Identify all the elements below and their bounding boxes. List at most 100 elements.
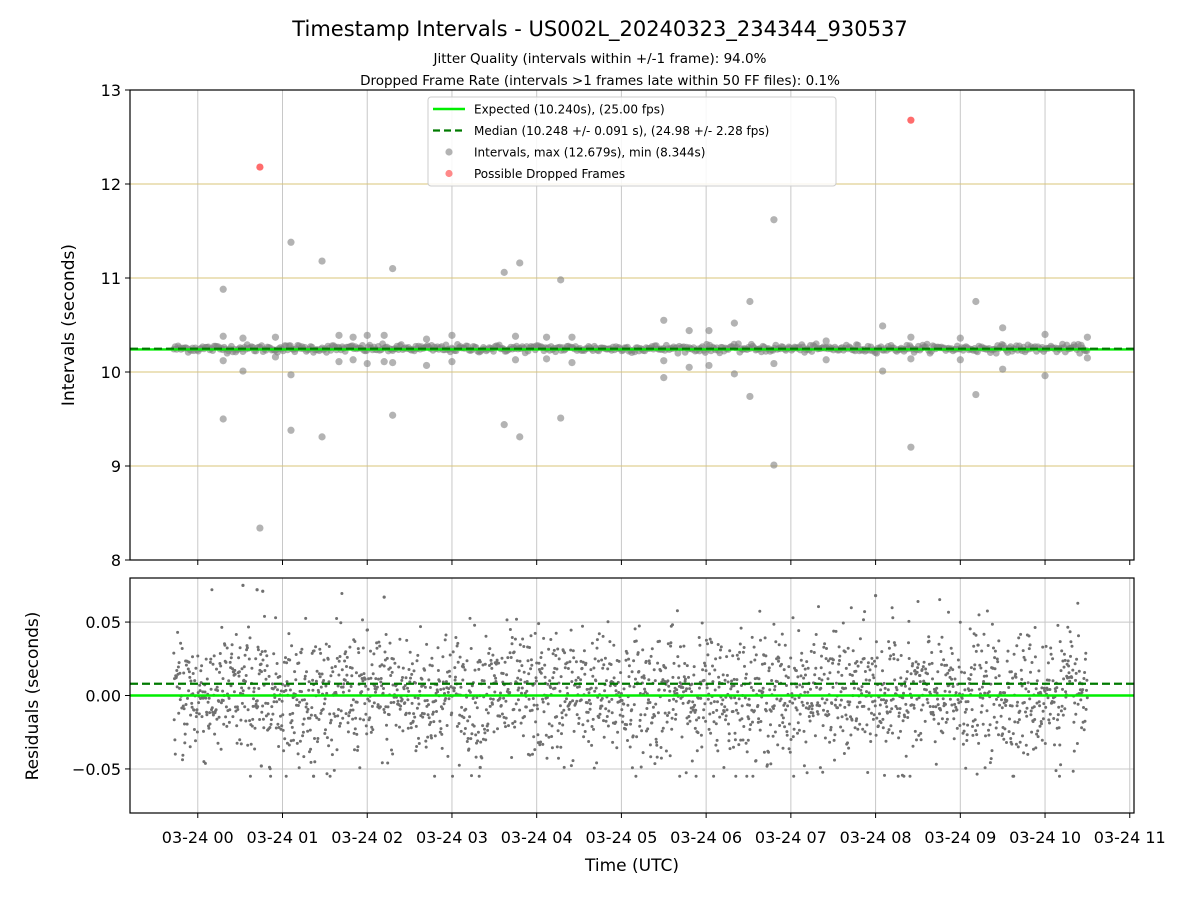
residual-point bbox=[372, 701, 376, 705]
residual-point bbox=[383, 650, 387, 654]
residual-point bbox=[567, 707, 571, 711]
residual-point bbox=[687, 699, 691, 703]
residual-point bbox=[633, 627, 637, 631]
residual-point bbox=[1076, 601, 1080, 605]
residual-point bbox=[560, 732, 563, 736]
residual-point bbox=[486, 711, 490, 715]
residual-point bbox=[802, 676, 806, 680]
residual-point bbox=[1074, 671, 1078, 675]
residual-point bbox=[651, 716, 655, 720]
residual-point bbox=[280, 724, 284, 728]
residual-point bbox=[261, 658, 265, 662]
interval-outlier-point bbox=[999, 365, 1007, 373]
residual-point bbox=[651, 705, 655, 709]
residual-point bbox=[190, 705, 194, 709]
residual-point bbox=[994, 726, 998, 730]
residual-point bbox=[852, 686, 856, 690]
residual-point bbox=[600, 658, 604, 662]
residual-point bbox=[518, 643, 522, 647]
residual-point bbox=[612, 643, 616, 647]
residual-point bbox=[456, 660, 460, 664]
residual-point bbox=[186, 696, 189, 700]
residual-point bbox=[745, 774, 749, 778]
residual-point bbox=[290, 719, 294, 723]
residual-point bbox=[200, 664, 204, 668]
residual-point bbox=[622, 687, 626, 691]
residual-point bbox=[1036, 729, 1040, 733]
intervals-y-tick-label: 13 bbox=[101, 81, 121, 100]
residual-point bbox=[291, 711, 295, 715]
interval-outlier-point bbox=[907, 443, 915, 451]
residual-point bbox=[182, 671, 186, 675]
residual-point bbox=[963, 671, 966, 675]
residual-point bbox=[903, 684, 907, 688]
residual-point bbox=[904, 754, 908, 758]
residual-point bbox=[971, 725, 974, 728]
residual-point bbox=[501, 672, 505, 675]
residual-point bbox=[349, 708, 353, 712]
residual-point bbox=[237, 674, 241, 678]
residual-point bbox=[515, 617, 518, 621]
residual-point bbox=[641, 648, 645, 652]
residual-point bbox=[425, 699, 429, 702]
residual-point bbox=[271, 687, 275, 691]
residual-point bbox=[882, 681, 886, 685]
interval-outlier-point bbox=[770, 461, 778, 469]
residual-point bbox=[382, 687, 385, 690]
residual-point bbox=[244, 719, 248, 723]
residual-point bbox=[676, 655, 680, 659]
residual-point bbox=[724, 714, 728, 718]
residual-point bbox=[787, 665, 791, 669]
interval-outlier-point bbox=[660, 374, 668, 382]
residual-point bbox=[826, 659, 830, 663]
residual-point bbox=[773, 688, 777, 692]
residual-point bbox=[1070, 676, 1074, 679]
residual-point bbox=[880, 650, 884, 654]
residual-point bbox=[872, 713, 876, 717]
residual-point bbox=[274, 616, 278, 620]
residual-point bbox=[992, 702, 996, 706]
residual-point bbox=[597, 716, 601, 719]
residual-point bbox=[615, 746, 619, 750]
residual-point bbox=[336, 714, 340, 718]
residual-point bbox=[901, 719, 905, 723]
residual-point bbox=[985, 609, 989, 613]
residual-point bbox=[177, 661, 181, 665]
residual-point bbox=[708, 672, 711, 676]
residual-point bbox=[828, 740, 832, 744]
residual-point bbox=[311, 678, 315, 682]
residual-point bbox=[407, 711, 411, 715]
residual-point bbox=[184, 703, 188, 706]
residual-point bbox=[771, 734, 775, 738]
residual-point bbox=[553, 686, 557, 690]
residual-point bbox=[754, 653, 758, 657]
residual-point bbox=[931, 677, 934, 681]
residual-point bbox=[305, 710, 309, 714]
residual-point bbox=[269, 774, 273, 778]
residual-point bbox=[498, 714, 502, 718]
residual-point bbox=[862, 618, 865, 622]
residual-point bbox=[1000, 698, 1003, 702]
residual-point bbox=[694, 708, 698, 712]
residual-point bbox=[374, 690, 377, 694]
residual-point bbox=[595, 646, 599, 650]
residual-point bbox=[626, 739, 629, 742]
residual-point bbox=[846, 741, 849, 745]
residual-point bbox=[785, 733, 789, 737]
residual-point bbox=[1022, 751, 1026, 755]
residual-point bbox=[1035, 701, 1039, 705]
residual-point bbox=[844, 713, 848, 717]
residual-point bbox=[433, 774, 437, 778]
residual-point bbox=[666, 642, 670, 646]
interval-outlier-point bbox=[770, 359, 778, 368]
interval-outlier-point bbox=[335, 331, 343, 339]
residual-point bbox=[990, 622, 994, 626]
residual-point bbox=[176, 665, 180, 669]
residual-point bbox=[699, 733, 703, 737]
residual-point bbox=[503, 721, 507, 725]
residual-point bbox=[706, 653, 710, 657]
residual-point bbox=[716, 749, 720, 753]
residual-point bbox=[521, 734, 525, 738]
residual-point bbox=[491, 697, 495, 701]
residual-point bbox=[574, 660, 578, 664]
